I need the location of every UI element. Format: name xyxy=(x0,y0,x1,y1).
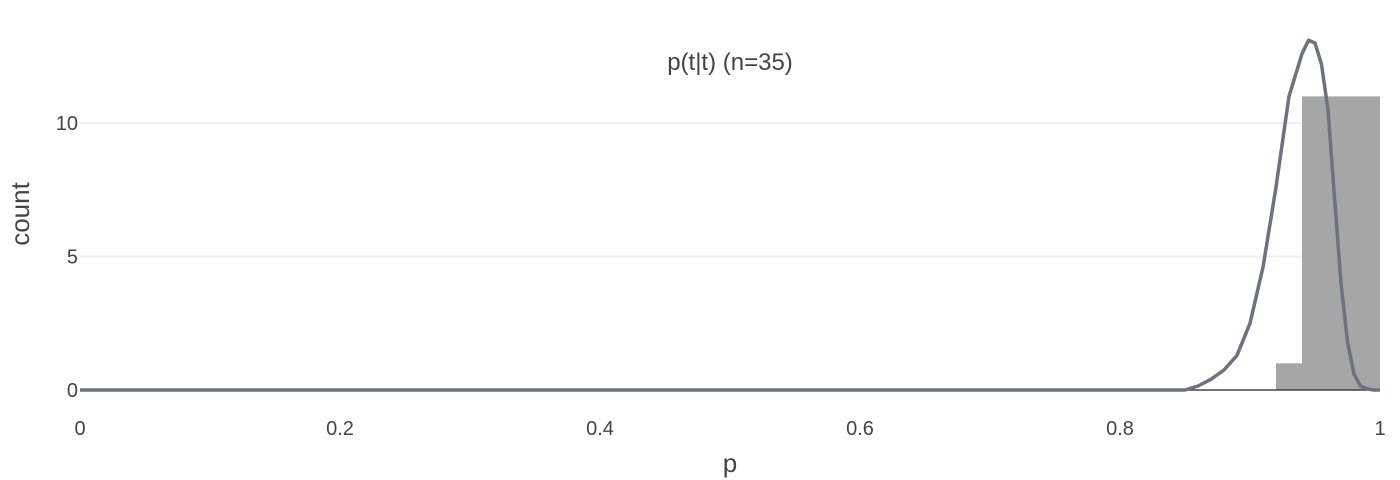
x-tick-label-0.8: 0.8 xyxy=(1106,418,1134,440)
x-tick-label-0.2: 0.2 xyxy=(326,418,354,440)
x-axis-ticks: 0 0.2 0.4 0.6 0.8 1 xyxy=(74,418,1385,440)
density-curve xyxy=(80,38,1380,392)
y-axis-ticks: 0 5 10 xyxy=(56,113,78,402)
grid-lines xyxy=(80,122,1380,258)
histogram-bar-1 xyxy=(1302,96,1328,390)
x-tick-label-0.6: 0.6 xyxy=(846,418,874,440)
histogram-bar-0 xyxy=(1276,363,1302,390)
y-tick-label-0: 0 xyxy=(67,380,78,402)
y-tick-label-5: 5 xyxy=(67,247,78,269)
y-axis-title: count xyxy=(5,181,35,245)
y-tick-label-10: 10 xyxy=(56,113,78,135)
x-axis-title: p xyxy=(723,448,737,478)
histogram-bar-3 xyxy=(1354,96,1380,390)
x-tick-label-0: 0 xyxy=(74,418,85,440)
chart-title: p(t|t) (n=35) xyxy=(667,49,793,76)
histogram-bars xyxy=(1276,96,1380,390)
x-tick-label-1: 1 xyxy=(1374,418,1385,440)
x-tick-label-0.4: 0.4 xyxy=(586,418,614,440)
